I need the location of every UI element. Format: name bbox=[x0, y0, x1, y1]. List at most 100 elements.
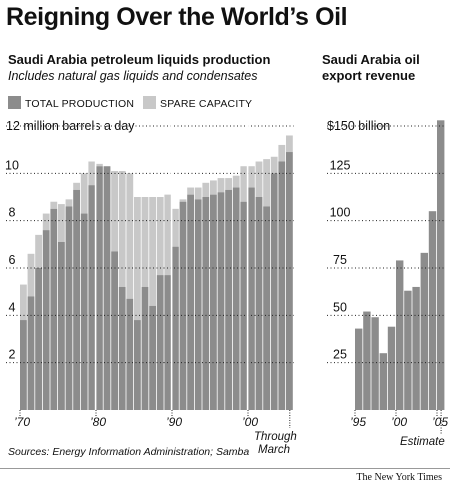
total-production-bar bbox=[286, 152, 293, 411]
legend-total-swatch bbox=[8, 96, 21, 109]
revenue-bar bbox=[363, 311, 371, 410]
spare-capacity-bar bbox=[286, 135, 293, 153]
legend-total: TOTAL PRODUCTION bbox=[8, 96, 134, 110]
total-production-bar bbox=[179, 201, 187, 410]
spare-capacity-bar bbox=[35, 234, 42, 268]
spare-capacity-bar bbox=[42, 213, 50, 231]
spare-capacity-bar bbox=[134, 197, 141, 321]
total-production-bar bbox=[202, 197, 210, 410]
legend-spare-swatch bbox=[143, 96, 156, 109]
production-x-tick-label: ’70 bbox=[14, 415, 30, 429]
total-production-bar bbox=[118, 286, 126, 410]
total-production-bar bbox=[187, 194, 194, 410]
revenue-y-tick-label: 75 bbox=[333, 253, 347, 267]
total-production-bar bbox=[96, 166, 103, 410]
spare-capacity-bar bbox=[270, 156, 278, 174]
total-production-bar bbox=[270, 173, 278, 410]
legend-spare: SPARE CAPACITY bbox=[143, 96, 252, 110]
total-production-bar bbox=[156, 275, 164, 410]
total-production-bar bbox=[58, 241, 65, 410]
total-production-bar bbox=[27, 296, 35, 410]
spare-capacity-bar bbox=[210, 180, 217, 195]
spare-capacity-bar bbox=[149, 197, 156, 306]
total-production-bar bbox=[164, 275, 172, 410]
spare-capacity-bar bbox=[111, 170, 118, 252]
source-note: Sources: Energy Information Administrati… bbox=[8, 446, 250, 458]
spare-capacity-bar bbox=[255, 161, 263, 197]
total-production-bar bbox=[73, 189, 80, 410]
spare-capacity-bar bbox=[73, 182, 80, 190]
production-x-tick-label: ’00 bbox=[242, 415, 258, 429]
spare-capacity-bar bbox=[278, 144, 286, 162]
production-y-tick-label: 10 bbox=[5, 158, 19, 172]
footer-rule bbox=[0, 468, 450, 469]
total-production-bar bbox=[194, 199, 202, 410]
credit-line: The New York Times bbox=[356, 472, 442, 483]
spare-capacity-bar bbox=[187, 187, 194, 195]
total-production-bar bbox=[50, 208, 58, 410]
total-production-bar bbox=[248, 187, 255, 410]
production-y-tick-label: 8 bbox=[9, 206, 16, 220]
spare-capacity-bar bbox=[118, 170, 126, 287]
total-production-bar bbox=[149, 305, 156, 410]
total-production-bar bbox=[172, 246, 179, 410]
revenue-x-tick-label: ’05 bbox=[432, 415, 448, 429]
spare-capacity-bar bbox=[96, 163, 103, 167]
revenue-bar bbox=[412, 286, 420, 410]
spare-capacity-bar bbox=[80, 173, 88, 214]
spare-capacity-bar bbox=[202, 182, 210, 197]
revenue-bar bbox=[437, 120, 445, 410]
production-y-tick-label: 4 bbox=[9, 300, 16, 314]
total-production-bar bbox=[240, 201, 248, 410]
total-production-bar bbox=[255, 197, 263, 410]
headline: Reigning Over the World’s Oil bbox=[6, 3, 348, 31]
total-production-bar bbox=[134, 320, 141, 410]
spare-capacity-bar bbox=[194, 187, 202, 200]
total-production-bar bbox=[103, 166, 111, 410]
total-production-bar bbox=[232, 187, 240, 410]
total-production-bar bbox=[217, 192, 225, 410]
revenue-bar bbox=[396, 260, 404, 410]
revenue-x-tick-label: ’00 bbox=[391, 415, 407, 429]
revenue-y-tick-label: 100 bbox=[330, 206, 351, 220]
production-chart: 12 million barrels a day 2 4 6 8 10 ’70 ’80 ’90 ’… bbox=[5, 116, 294, 429]
total-production-bar bbox=[111, 251, 118, 410]
total-production-bar bbox=[225, 189, 232, 410]
production-y-tick-label: 6 bbox=[9, 253, 16, 267]
revenue-chart-title: Saudi Arabia oil export revenue bbox=[322, 52, 420, 83]
total-production-bar bbox=[80, 213, 88, 410]
revenue-y-tick-label: 50 bbox=[333, 300, 347, 314]
spare-capacity-bar bbox=[141, 197, 149, 287]
revenue-bar bbox=[379, 353, 387, 410]
production-chart-subtitle: Includes natural gas liquids and condens… bbox=[8, 69, 258, 83]
total-production-bar bbox=[278, 161, 286, 410]
spare-capacity-bar bbox=[50, 201, 58, 209]
through-march-annotation: Through March bbox=[254, 431, 297, 456]
spare-capacity-bar bbox=[156, 197, 164, 276]
revenue-bar bbox=[428, 211, 437, 410]
total-production-bar bbox=[42, 230, 50, 410]
total-production-bar bbox=[126, 298, 134, 410]
revenue-bar bbox=[404, 290, 412, 410]
revenue-bar bbox=[387, 326, 396, 410]
spare-capacity-bar bbox=[217, 178, 225, 193]
total-production-bar bbox=[210, 194, 217, 410]
spare-capacity-bar bbox=[179, 199, 187, 202]
spare-capacity-bar bbox=[248, 166, 255, 188]
spare-capacity-bar bbox=[232, 175, 240, 188]
revenue-bar bbox=[420, 252, 428, 410]
revenue-bar bbox=[371, 317, 379, 410]
spare-capacity-bar bbox=[240, 166, 248, 202]
spare-capacity-bar bbox=[20, 284, 27, 321]
production-x-tick-label: ’80 bbox=[90, 415, 106, 429]
spare-capacity-bar bbox=[164, 194, 172, 276]
estimate-annotation: Estimate bbox=[400, 436, 445, 448]
revenue-y-tick-label: 25 bbox=[333, 348, 347, 362]
total-production-bar bbox=[20, 320, 27, 410]
revenue-y-tick-label: 125 bbox=[330, 158, 351, 172]
spare-capacity-bar bbox=[225, 178, 232, 190]
spare-capacity-bar bbox=[88, 161, 96, 186]
production-y-unit-label: 12 million barrels a day bbox=[6, 119, 135, 133]
spare-capacity-bar bbox=[172, 208, 179, 247]
